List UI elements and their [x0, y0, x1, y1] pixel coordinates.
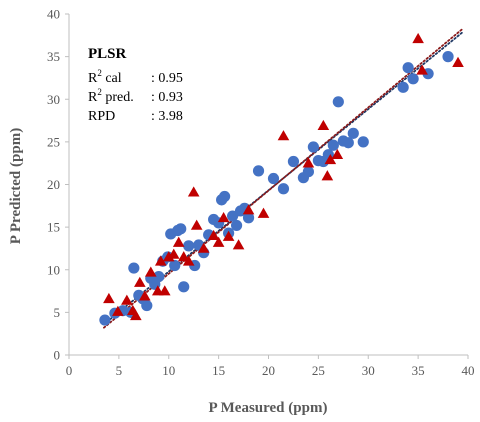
x-tick-label: 15	[212, 363, 225, 378]
data-point-circle	[169, 259, 181, 272]
stat-value: : 3.98	[151, 109, 183, 124]
data-point-triangle	[222, 230, 235, 241]
data-point-circle	[357, 136, 369, 148]
data-point-circle	[342, 137, 354, 149]
data-point-circle	[442, 51, 454, 63]
data-point-triangle	[130, 309, 142, 321]
data-point-triangle	[232, 239, 245, 250]
data-point-triangle	[177, 251, 190, 262]
data-point-triangle	[242, 204, 255, 215]
y-tick-label: 40	[47, 7, 60, 22]
x-tick-label: 35	[412, 363, 425, 378]
data-point-triangle	[277, 130, 290, 141]
data-point-triangle	[182, 255, 195, 266]
data-point-triangle	[112, 305, 124, 316]
data-point-triangle	[324, 153, 337, 165]
data-point-circle	[226, 210, 239, 222]
data-point-triangle	[172, 236, 185, 247]
data-point-circle	[242, 212, 255, 224]
data-point-circle	[397, 81, 409, 93]
tick-labels: 0 5 10 15 20 25 30 35 40 0 5 10 15 20 25 30 35 40	[47, 7, 475, 379]
x-tick-label: 5	[116, 363, 123, 378]
y-tick-label: 15	[47, 220, 60, 235]
x-tick-label: 25	[312, 363, 325, 378]
data-point-triangle	[217, 211, 230, 223]
x-tick-label: 20	[262, 363, 275, 378]
stat-label: R2 pred.	[88, 87, 134, 105]
data-point-circle	[407, 73, 419, 85]
y-tick-label: 0	[54, 348, 61, 363]
data-point-triangle	[197, 242, 210, 253]
data-point-triangle	[412, 32, 424, 44]
y-tick-label: 35	[47, 49, 60, 64]
data-point-circle	[252, 165, 265, 177]
y-tick-label: 25	[47, 134, 60, 149]
data-point-triangle	[190, 219, 203, 230]
data-point-triangle	[139, 290, 151, 301]
data-point-circle	[302, 166, 314, 178]
data-point-circle	[347, 127, 359, 139]
stat-value: : 0.93	[151, 90, 183, 105]
x-tick-label: 40	[462, 363, 475, 378]
data-point-circle	[128, 262, 140, 274]
data-point-circle	[402, 62, 414, 74]
data-point-circle	[219, 190, 231, 203]
stat-label: R2 cal	[88, 68, 122, 86]
stat-label: RPD	[88, 109, 115, 124]
data-point-circle	[99, 314, 111, 326]
data-point-triangle	[162, 251, 175, 262]
data-point-triangle	[144, 266, 157, 277]
data-point-circle	[277, 183, 290, 195]
data-point-triangle	[331, 148, 344, 160]
data-point-triangle	[212, 236, 225, 247]
data-point-triangle	[207, 229, 220, 240]
data-point-circle	[267, 172, 280, 185]
data-point-triangle	[121, 294, 133, 305]
data-point-triangle	[167, 248, 180, 259]
data-point-triangle	[317, 119, 330, 131]
x-tick-label: 0	[66, 363, 73, 378]
y-axis-title: P Predicted (ppm)	[8, 128, 24, 244]
data-point-circle	[141, 299, 153, 312]
data-point-triangle	[187, 186, 200, 197]
data-point-triangle	[452, 56, 464, 67]
data-point-circle	[175, 223, 187, 235]
data-point-triangle	[257, 207, 270, 218]
data-point-triangle	[103, 292, 115, 304]
stat-value: : 0.95	[151, 71, 183, 86]
data-point-circle	[178, 281, 190, 293]
data-point-triangle	[158, 285, 171, 296]
data-point-circle	[183, 240, 195, 252]
data-point-circle	[307, 141, 319, 153]
stats-annotations: R2 cal : 0.95 R2 pred. : 0.93 RPD : 3.98	[88, 68, 183, 124]
data-point-triangle	[416, 64, 428, 75]
y-tick-label: 30	[47, 92, 60, 107]
y-tick-label: 5	[54, 305, 61, 320]
chart-title: PLSR	[88, 46, 127, 62]
data-point-triangle	[134, 276, 146, 287]
data-point-circle	[153, 270, 165, 283]
data-point-triangle	[321, 170, 334, 181]
axes-layer	[65, 13, 469, 359]
y-tick-label: 20	[47, 177, 60, 192]
data-point-circle	[327, 139, 339, 151]
x-axis-title: P Measured (ppm)	[209, 400, 328, 416]
points-layer	[99, 32, 464, 326]
data-point-circle	[230, 219, 243, 232]
data-point-triangle	[302, 157, 315, 168]
y-tick-label: 10	[47, 262, 60, 277]
x-tick-label: 10	[162, 363, 175, 378]
data-point-circle	[287, 155, 300, 168]
data-point-circle	[332, 96, 344, 108]
x-tick-label: 30	[362, 363, 375, 378]
data-point-triangle	[154, 255, 167, 266]
